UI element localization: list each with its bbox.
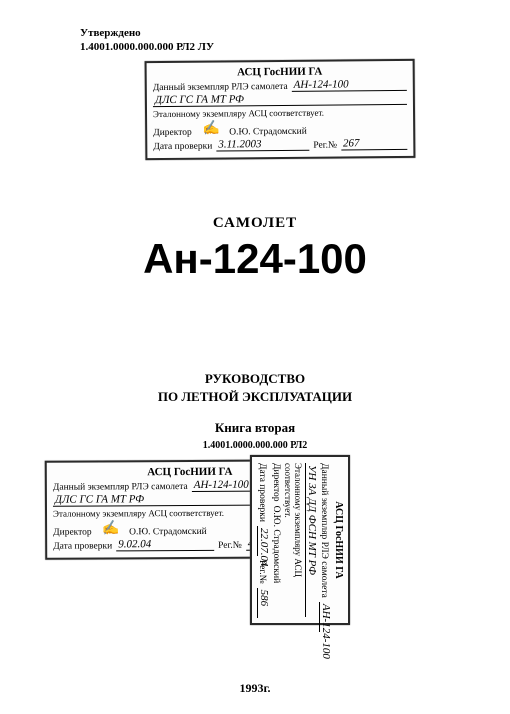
stamp-label: Данный экземпляр РЛЭ самолета — [53, 482, 188, 493]
stamp-date-label: Дата проверки — [53, 541, 112, 551]
stamp-reg: 586 — [257, 588, 269, 618]
stamp-header: АСЦ ГосНИИ ГА — [153, 65, 407, 79]
manual-line2: ПО ЛЕТНОЙ ЭКСПЛУАТАЦИИ — [0, 388, 510, 406]
stamp-fill: АН-124-100 — [292, 79, 407, 92]
stamp-director-label: Директор — [271, 463, 281, 502]
manual-line1: РУКОВОДСТВО — [0, 370, 510, 388]
stamp-label: Данный экземпляр РЛЭ самолета — [153, 82, 288, 93]
book-code: 1.4001.0000.000.000 РЛ2 — [0, 440, 510, 451]
stamp-reg: 267 — [341, 138, 407, 151]
stamp-director-label: Директор — [53, 528, 92, 538]
stamp-top: АСЦ ГосНИИ ГА Данный экземпляр РЛЭ самол… — [145, 59, 416, 160]
title-plane: САМОЛЕТ — [0, 215, 510, 232]
stamp-note: Эталонному экземпляру АСЦ соответствует. — [283, 463, 303, 617]
signature-icon: ✍ — [195, 119, 226, 138]
stamp-fill: УН ЗА ДД ФСН МТ РФ — [305, 463, 317, 617]
stamp-fill: ДЛС ГС ГА МТ РФ — [153, 93, 407, 107]
stamp-date: 9.02.04 — [116, 539, 214, 552]
stamp-date-label: Дата проверки — [257, 463, 267, 522]
approval-block: Утверждено 1.4001.0000.000.000 РЛ2 ЛУ — [80, 26, 214, 55]
stamp-date: 22.07.04 — [257, 526, 269, 556]
stamp-reg-label: Рег.№ — [257, 560, 267, 584]
stamp-director-name: О.Ю. Страдомский — [271, 506, 281, 584]
stamp-date: 3.11.2003 — [216, 139, 309, 152]
stamp-header: АСЦ ГосНИИ ГА — [333, 463, 344, 617]
stamp-bottom-right: АСЦ ГосНИИ ГА Данный экземпляр РЛЭ самол… — [250, 455, 350, 625]
signature-icon: ✍ — [95, 519, 126, 538]
approval-line2: 1.4001.0000.000.000 РЛ2 ЛУ — [80, 40, 214, 54]
stamp-reg-label: Рег.№ — [218, 541, 242, 551]
approval-line1: Утверждено — [80, 26, 214, 40]
year: 1993г. — [0, 681, 510, 696]
stamp-date-label: Дата проверки — [153, 142, 212, 153]
stamp-director-name: О.Ю. Страдомский — [229, 127, 307, 138]
stamp-director-name: О.Ю. Страдомский — [129, 527, 207, 537]
stamp-director-label: Директор — [153, 128, 192, 138]
manual-title: РУКОВОДСТВО ПО ЛЕТНОЙ ЭКСПЛУАТАЦИИ — [0, 370, 510, 406]
book-name: Книга вторая — [0, 420, 510, 436]
stamp-label: Данный экземпляр РЛЭ самолета — [319, 463, 329, 598]
book-info: Книга вторая 1.4001.0000.000.000 РЛ2 — [0, 420, 510, 451]
stamp-note: Эталонному экземпляру АСЦ соответствует. — [153, 107, 407, 119]
stamp-reg-label: Рег.№ — [313, 141, 337, 151]
title-model: Ан-124-100 — [0, 235, 510, 283]
stamp-fill: АН-124-100 — [319, 602, 331, 632]
